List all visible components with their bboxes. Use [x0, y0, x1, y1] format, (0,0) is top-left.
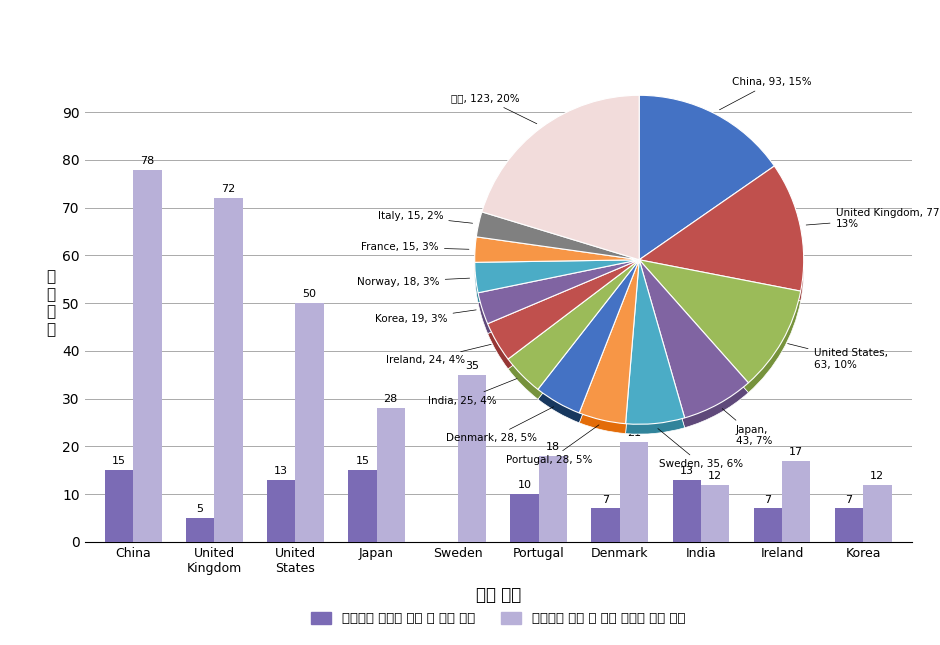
Wedge shape — [477, 212, 639, 260]
Legend: 파력발전 구조물 개발 및 개선 기술, 파력발전 변환 및 계통 시스템 개발 기술: 파력발전 구조물 개발 및 개선 기술, 파력발전 변환 및 계통 시스템 개발… — [306, 607, 690, 631]
Text: Korea, 19, 3%: Korea, 19, 3% — [375, 310, 477, 324]
Wedge shape — [538, 260, 639, 413]
Text: 기타, 123, 20%: 기타, 123, 20% — [451, 94, 537, 124]
Text: United Kingdom, 77,
13%: United Kingdom, 77, 13% — [807, 208, 940, 229]
Y-axis label: 발
행
건
수: 발 행 건 수 — [46, 270, 55, 337]
Bar — [458, 375, 486, 542]
Wedge shape — [475, 270, 639, 303]
Bar — [105, 470, 133, 542]
Wedge shape — [639, 260, 801, 383]
Wedge shape — [508, 260, 639, 390]
Wedge shape — [482, 105, 639, 270]
Wedge shape — [639, 176, 804, 301]
Wedge shape — [639, 95, 775, 260]
Text: 12: 12 — [708, 471, 722, 481]
Bar — [186, 518, 214, 542]
Wedge shape — [639, 166, 804, 291]
Bar — [133, 170, 162, 542]
Bar — [835, 508, 863, 542]
Text: 35: 35 — [465, 361, 478, 371]
Wedge shape — [579, 270, 639, 433]
Text: 72: 72 — [222, 184, 236, 194]
Wedge shape — [475, 246, 639, 272]
Text: 15: 15 — [355, 457, 369, 466]
Wedge shape — [639, 270, 748, 428]
Wedge shape — [639, 270, 801, 393]
Bar — [619, 442, 649, 542]
Text: Japan,
43, 7%: Japan, 43, 7% — [722, 408, 773, 446]
Text: 13: 13 — [274, 466, 289, 476]
Bar — [701, 484, 729, 542]
Bar — [348, 470, 377, 542]
Text: 21: 21 — [627, 428, 641, 438]
Wedge shape — [478, 260, 639, 324]
Bar — [863, 484, 891, 542]
Text: 7: 7 — [845, 495, 853, 504]
Text: 17: 17 — [790, 447, 804, 457]
Bar — [782, 461, 810, 542]
Text: 5: 5 — [196, 504, 204, 514]
Bar — [214, 198, 243, 542]
Bar — [267, 480, 295, 542]
Bar — [377, 408, 405, 542]
Text: Denmark, 28, 5%: Denmark, 28, 5% — [446, 407, 554, 443]
Wedge shape — [508, 270, 639, 399]
Wedge shape — [639, 260, 748, 418]
Wedge shape — [488, 270, 639, 369]
Text: Portugal, 28, 5%: Portugal, 28, 5% — [507, 425, 599, 465]
Text: 78: 78 — [140, 155, 154, 166]
Wedge shape — [477, 222, 639, 270]
Wedge shape — [626, 270, 684, 434]
X-axis label: 기관 국적: 기관 국적 — [476, 586, 521, 604]
Text: Italy, 15, 2%: Italy, 15, 2% — [378, 212, 473, 223]
Wedge shape — [488, 260, 639, 359]
Wedge shape — [626, 260, 684, 424]
Text: Norway, 18, 3%: Norway, 18, 3% — [357, 277, 470, 286]
Text: France, 15, 3%: France, 15, 3% — [361, 243, 469, 252]
Bar — [672, 480, 701, 542]
Text: 28: 28 — [384, 394, 398, 404]
Text: 10: 10 — [518, 481, 531, 490]
Bar — [510, 494, 539, 542]
Text: Ireland, 24, 4%: Ireland, 24, 4% — [386, 344, 492, 365]
Text: 13: 13 — [680, 466, 694, 476]
Text: India, 25, 4%: India, 25, 4% — [428, 379, 517, 406]
Wedge shape — [478, 270, 639, 333]
Bar — [539, 456, 567, 542]
Text: United States,
63, 10%: United States, 63, 10% — [788, 344, 887, 370]
Text: 15: 15 — [112, 457, 126, 466]
Wedge shape — [579, 260, 639, 424]
Wedge shape — [475, 237, 639, 263]
Text: 18: 18 — [546, 442, 560, 452]
Text: 7: 7 — [764, 495, 772, 504]
Wedge shape — [482, 95, 639, 260]
Text: Sweden, 35, 6%: Sweden, 35, 6% — [658, 428, 744, 470]
Text: 50: 50 — [303, 290, 317, 299]
Text: China, 93, 15%: China, 93, 15% — [719, 77, 812, 110]
Wedge shape — [538, 270, 639, 423]
Text: 7: 7 — [603, 495, 609, 504]
Text: 12: 12 — [870, 471, 885, 481]
Bar — [754, 508, 782, 542]
Wedge shape — [639, 105, 775, 270]
Bar — [591, 508, 619, 542]
Wedge shape — [475, 260, 639, 293]
Bar — [295, 303, 324, 542]
